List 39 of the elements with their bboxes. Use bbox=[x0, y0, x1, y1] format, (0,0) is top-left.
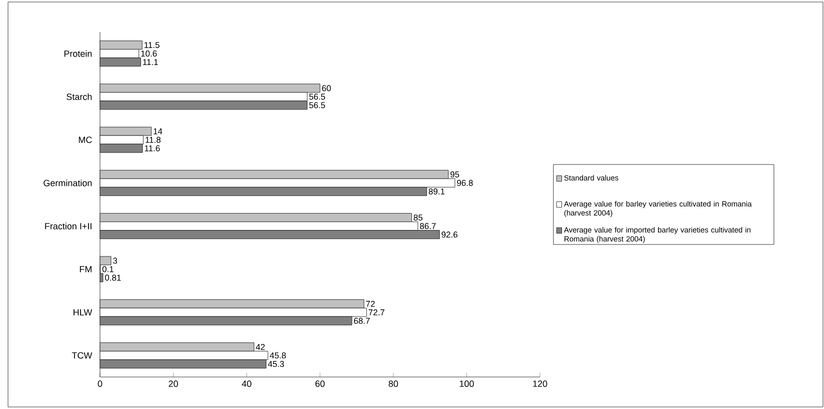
data-label: 95 bbox=[450, 171, 460, 178]
y-tick-label: Starch bbox=[66, 93, 92, 100]
data-label: 96.8 bbox=[457, 180, 473, 186]
y-tick-label: Germination bbox=[44, 180, 92, 186]
y-tick-label: MC bbox=[78, 136, 92, 143]
data-label: 92.6 bbox=[442, 232, 458, 238]
data-label: 72.7 bbox=[368, 309, 384, 316]
x-tick-label: 0 bbox=[98, 380, 102, 387]
data-label: 0.81 bbox=[105, 274, 121, 281]
y-tick-label: Protein bbox=[64, 50, 92, 57]
data-label: 11.8 bbox=[146, 136, 161, 143]
x-tick-label: 120 bbox=[533, 380, 548, 387]
x-tick-label: 100 bbox=[460, 380, 474, 387]
data-label: 56.5 bbox=[309, 94, 326, 100]
y-tick-label: TCW bbox=[72, 352, 92, 359]
data-label: 89.1 bbox=[428, 188, 445, 194]
data-label: 45.8 bbox=[270, 352, 286, 358]
data-label: 10.6 bbox=[141, 50, 157, 57]
data-label: 11.1 bbox=[143, 59, 158, 65]
data-label: 11.5 bbox=[144, 42, 160, 48]
data-label: 14 bbox=[154, 128, 162, 134]
data-label: 45.3 bbox=[268, 360, 284, 367]
y-tick-label: HLW bbox=[74, 309, 92, 316]
data-label: 72 bbox=[366, 300, 375, 307]
data-label: 3 bbox=[113, 258, 118, 264]
data-label: 86.7 bbox=[420, 223, 436, 230]
data-label: 56.5 bbox=[309, 102, 326, 108]
y-tick-label: Fraction I+II bbox=[45, 222, 92, 230]
x-tick-label: 80 bbox=[388, 380, 398, 387]
x-tick-label: 40 bbox=[242, 380, 252, 387]
x-tick-label: 20 bbox=[168, 380, 178, 387]
data-label: 60 bbox=[322, 85, 331, 92]
x-tick-label: 60 bbox=[315, 380, 325, 387]
y-tick-label: FM bbox=[80, 266, 92, 272]
data-label: 68.7 bbox=[354, 318, 370, 324]
data-label: 42 bbox=[256, 344, 265, 350]
data-label: 0.1 bbox=[102, 266, 114, 272]
data-label: 11.6 bbox=[144, 145, 160, 152]
data-label: 85 bbox=[414, 214, 422, 221]
